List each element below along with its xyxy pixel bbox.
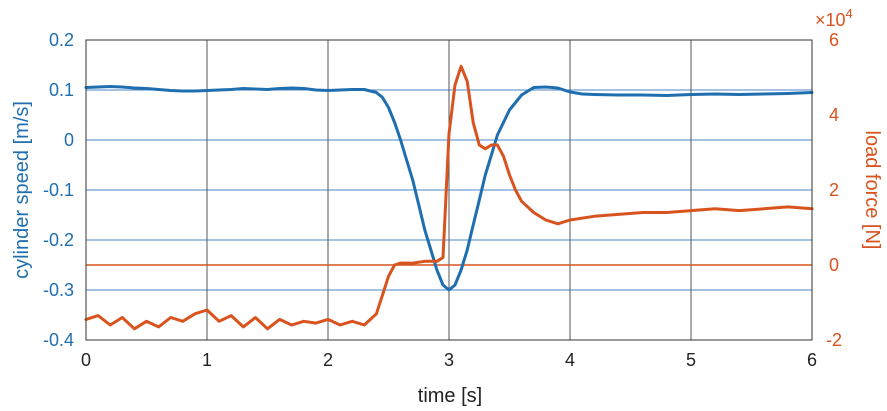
left-tick-label: -0.3 (43, 280, 74, 300)
left-tick-label: 0.1 (49, 80, 74, 100)
grid (85, 39, 813, 341)
left-axis-label: cylinder speed [m/s] (11, 101, 33, 279)
series-lines (84, 64, 814, 331)
x-tick-label: 1 (202, 350, 212, 370)
right-axis-ticks: 6 4 2 0 -2 (826, 30, 842, 350)
right-axis-exponent: ×104 (815, 6, 853, 30)
left-tick-label: -0.1 (43, 180, 74, 200)
left-tick-label: 0 (64, 130, 74, 150)
x-tick-label: 2 (323, 350, 333, 370)
right-axis-exponent-base: ×10 (815, 10, 846, 30)
x-tick-label: 5 (686, 350, 696, 370)
x-axis-ticks: 0 1 2 3 4 5 6 (81, 350, 817, 370)
x-axis-label: time [s] (418, 385, 482, 407)
series-line-load-force (84, 64, 814, 331)
right-axis-exponent-power: 4 (846, 6, 853, 21)
x-tick-label: 3 (444, 350, 454, 370)
right-tick-label: 2 (829, 180, 839, 200)
x-tick-label: 6 (807, 350, 817, 370)
x-tick-label: 4 (565, 350, 575, 370)
right-tick-label: 4 (829, 105, 839, 125)
series-line-cylinder-speed (84, 85, 814, 292)
right-axis-label: load force [N] (861, 131, 883, 250)
left-tick-label: 0.2 (49, 30, 74, 50)
right-tick-label: 0 (829, 255, 839, 275)
right-tick-label: -2 (826, 330, 842, 350)
left-axis-ticks: 0.2 0.1 0 -0.1 -0.2 -0.3 -0.4 (43, 30, 74, 350)
right-tick-label: 6 (829, 30, 839, 50)
plot-frame (85, 39, 813, 341)
x-tick-label: 0 (81, 350, 91, 370)
left-tick-label: -0.4 (43, 330, 74, 350)
left-tick-label: -0.2 (43, 230, 74, 250)
